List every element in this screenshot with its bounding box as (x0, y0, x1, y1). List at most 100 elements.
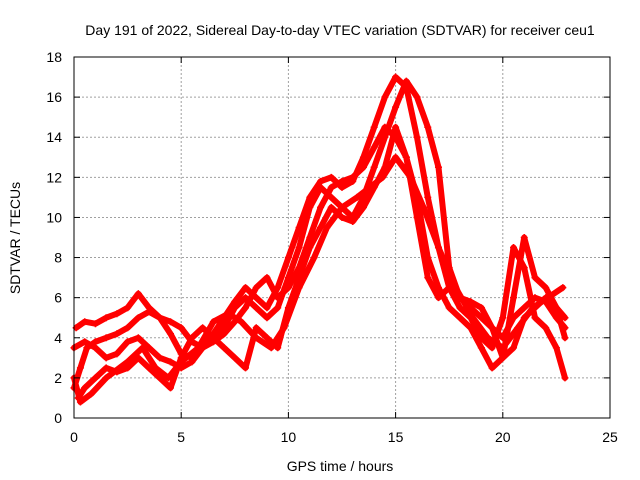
data-point-marker (102, 374, 110, 382)
axis-ticks (73, 56, 611, 419)
data-point-marker (561, 334, 569, 342)
data-point-marker (531, 314, 539, 322)
data-point-marker (284, 284, 292, 292)
data-point-marker (392, 123, 400, 131)
data-point-marker (177, 358, 185, 366)
data-point-marker (552, 344, 560, 352)
data-point-marker (91, 344, 99, 352)
data-point-marker (477, 344, 485, 352)
data-point-marker (561, 314, 569, 322)
data-point-marker (81, 338, 89, 346)
data-point-marker (520, 304, 528, 312)
data-point-marker (359, 203, 367, 211)
data-point-marker (306, 203, 314, 211)
data-point-marker (224, 310, 232, 318)
data-point-marker (327, 173, 335, 181)
data-point-marker (87, 390, 95, 398)
data-point-marker (124, 338, 132, 346)
y-axis-label: SDTVAR / TECUs (7, 182, 23, 294)
data-point-marker (529, 304, 537, 312)
data-point-marker (477, 314, 485, 322)
data-point-marker (317, 177, 325, 185)
data-point-marker (327, 203, 335, 211)
data-point-marker (392, 103, 400, 111)
data-point-marker (424, 254, 432, 262)
data-point-marker (124, 358, 132, 366)
data-point-marker (124, 304, 132, 312)
data-point-marker (166, 330, 174, 338)
series-line (71, 74, 568, 391)
data-point-marker (177, 324, 185, 332)
data-point-marker (366, 183, 374, 191)
data-point-marker (274, 344, 282, 352)
data-point-marker (544, 294, 552, 302)
data-point-marker (488, 344, 496, 352)
x-tick-label: 25 (602, 429, 618, 445)
data-point-marker (263, 334, 271, 342)
chart-title: Day 191 of 2022, Sidereal Day-to-day VTE… (85, 22, 595, 38)
data-point-marker (520, 264, 528, 272)
data-point-marker (252, 304, 260, 312)
data-point-marker (456, 314, 464, 322)
y-tick-label: 14 (46, 129, 62, 145)
data-point-marker (151, 364, 159, 372)
data-point-marker (209, 318, 217, 326)
data-point-marker (81, 384, 89, 392)
data-point-marker (164, 374, 172, 382)
data-point-marker (370, 163, 378, 171)
data-point-marker (317, 203, 325, 211)
data-point-marker (452, 284, 460, 292)
data-point-marker (242, 284, 250, 292)
data-point-marker (284, 254, 292, 262)
data-point-marker (91, 320, 99, 328)
data-point-marker (499, 354, 507, 362)
data-point-marker (510, 244, 518, 252)
data-point-marker (209, 334, 217, 342)
data-point-marker (252, 284, 260, 292)
data-point-marker (542, 284, 550, 292)
data-point-marker (134, 314, 142, 322)
data-point-marker (274, 304, 282, 312)
data-point-marker (419, 203, 427, 211)
data-point-marker (81, 318, 89, 326)
data-point-marker (392, 153, 400, 161)
data-point-marker (113, 330, 121, 338)
data-point-marker (237, 318, 245, 326)
data-point-marker (194, 344, 202, 352)
data-point-marker (413, 133, 421, 141)
data-point-marker (469, 314, 477, 322)
y-tick-label: 18 (46, 49, 62, 65)
data-point-marker (306, 244, 314, 252)
data-point-marker (323, 223, 331, 231)
data-point-marker (424, 193, 432, 201)
data-point-marker (488, 364, 496, 372)
data-point-marker (76, 364, 84, 372)
y-tick-label: 4 (54, 330, 62, 346)
x-tick-label: 5 (177, 429, 185, 445)
x-tick-labels: 0 5 10 15 20 25 (70, 429, 618, 445)
data-point-marker (252, 334, 260, 342)
y-tick-label: 12 (46, 169, 62, 185)
x-tick-label: 15 (388, 429, 404, 445)
x-tick-label: 20 (495, 429, 511, 445)
data-point-marker (263, 274, 271, 282)
data-point-marker (559, 284, 567, 292)
x-tick-label: 10 (281, 429, 297, 445)
y-tick-label: 10 (46, 209, 62, 225)
data-point-marker (434, 244, 442, 252)
data-point-marker (231, 304, 239, 312)
data-point-marker (370, 123, 378, 131)
data-point-marker (166, 358, 174, 366)
data-point-marker (280, 324, 288, 332)
data-point-marker (327, 183, 335, 191)
y-tick-label: 6 (54, 290, 62, 306)
data-point-marker (413, 93, 421, 101)
data-point-marker (76, 398, 84, 406)
data-point-marker (445, 284, 453, 292)
data-point-marker (434, 163, 442, 171)
data-point-marker (156, 354, 164, 362)
x-axis-label: GPS time / hours (287, 458, 394, 474)
data-point-marker (113, 310, 121, 318)
data-point-marker (317, 183, 325, 191)
